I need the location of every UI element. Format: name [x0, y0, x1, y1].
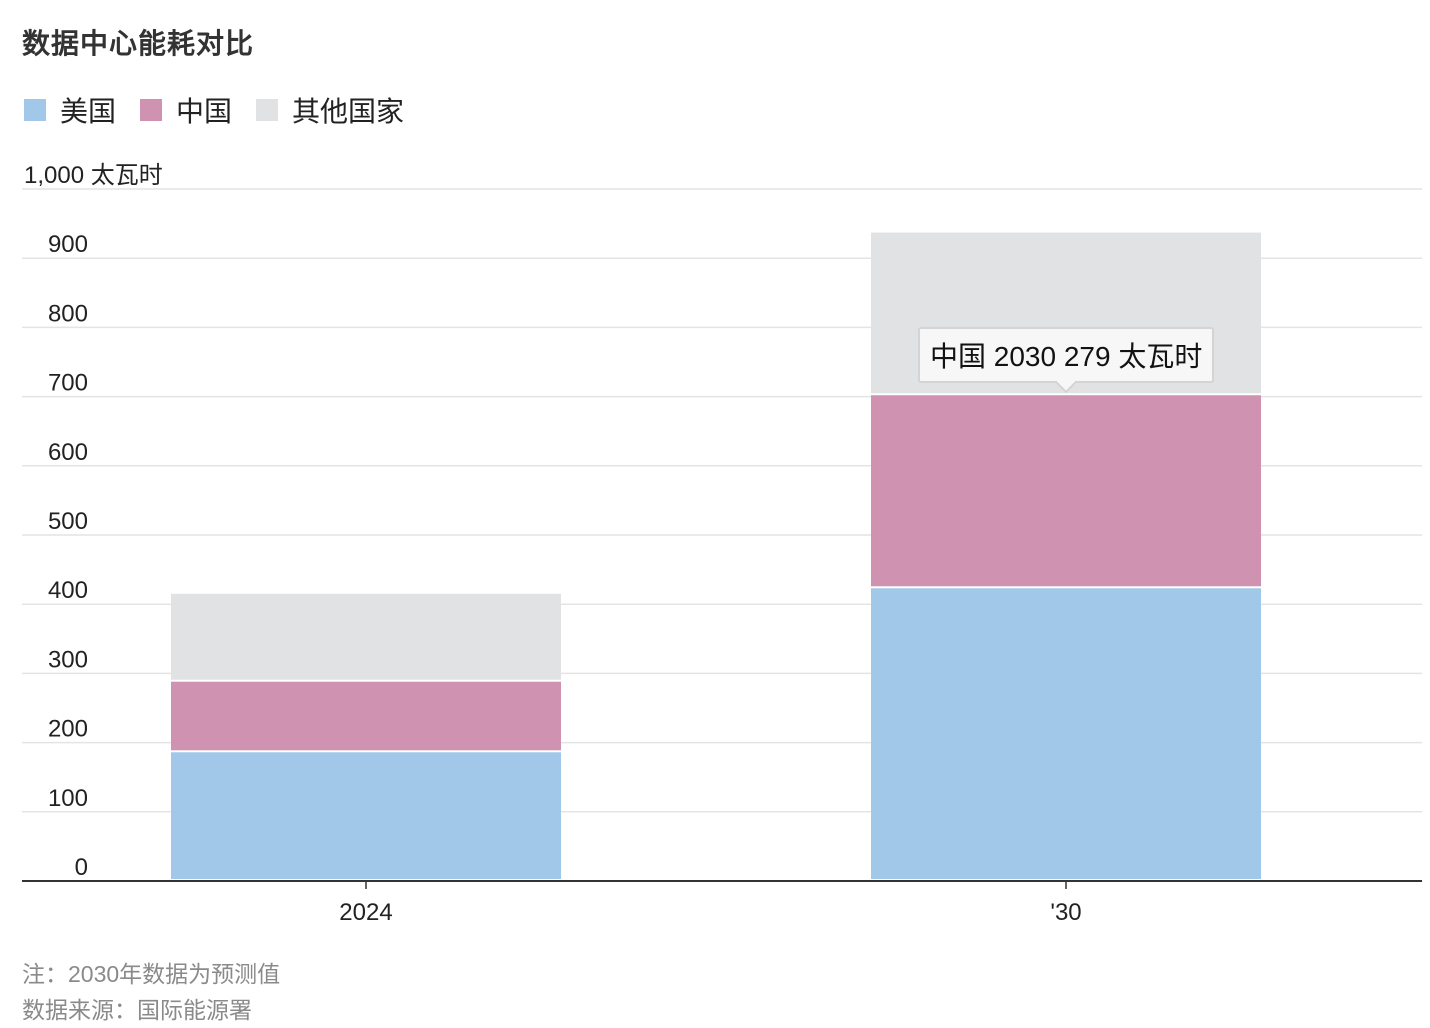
legend-swatch-china — [140, 99, 163, 121]
y-tick-label-800: 800 — [48, 300, 88, 327]
y-tick-label-200: 200 — [48, 716, 88, 743]
bar-0-1 — [171, 681, 561, 751]
y-tick-label-900: 900 — [48, 231, 88, 258]
footnote-source: 数据来源：国际能源署 — [22, 997, 252, 1023]
chart-title: 数据中心能耗对比 — [22, 28, 255, 59]
legend-item-other[interactable]: 其他国家 — [256, 90, 404, 130]
y-tick-label-700: 700 — [48, 370, 88, 397]
legend-label-china: 中国 — [176, 96, 233, 127]
tooltip: 中国 2030 279 太瓦时 — [918, 327, 1215, 394]
y-tick-label-500: 500 — [48, 508, 88, 535]
legend-item-china[interactable]: 中国 — [140, 90, 232, 130]
x-tick-label-0: 2024 — [339, 899, 392, 926]
y-tick-label-1000: 1,000 太瓦时 — [24, 162, 163, 189]
bar-0-0 — [171, 752, 561, 879]
tooltip-text: 中国 2030 279 太瓦时 — [930, 341, 1203, 373]
x-tick-label-1: '30 — [1050, 899, 1081, 926]
bar-0-2 — [171, 593, 561, 680]
legend: 美国 中国 其他国家 — [24, 90, 428, 130]
y-tick-label-400: 400 — [48, 577, 88, 604]
y-tick-label-300: 300 — [48, 646, 88, 673]
legend-swatch-us — [24, 99, 46, 121]
legend-label-other: 其他国家 — [292, 96, 405, 127]
bar-1-0 — [871, 588, 1261, 879]
y-tick-label-0: 0 — [75, 854, 88, 881]
legend-swatch-other — [256, 99, 279, 121]
footnote-note: 注：2030年数据为预测值 — [22, 961, 281, 987]
legend-label-us: 美国 — [60, 96, 117, 127]
legend-item-us[interactable]: 美国 — [24, 90, 116, 130]
bar-1-1 — [871, 395, 1261, 587]
y-tick-label-100: 100 — [48, 785, 88, 812]
y-tick-label-600: 600 — [48, 439, 88, 466]
